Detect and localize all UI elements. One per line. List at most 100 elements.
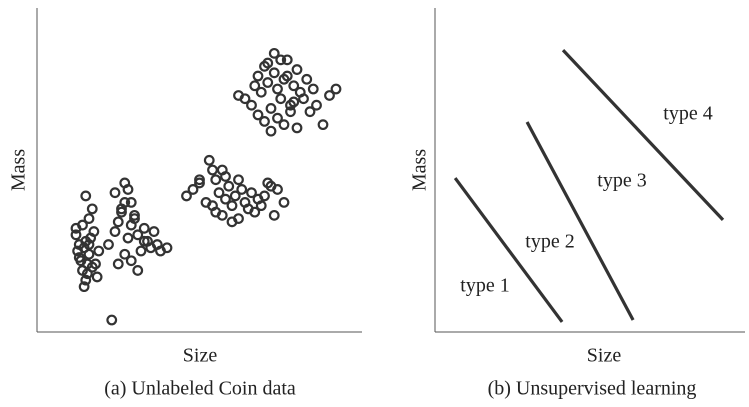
annotation: type 4 — [663, 103, 712, 125]
y-axis-label: Mass — [409, 149, 431, 191]
point — [151, 239, 163, 250]
point — [93, 245, 105, 257]
caption: (a) Unlabeled Coin data — [104, 378, 296, 400]
point — [229, 190, 241, 202]
point — [109, 226, 121, 237]
point — [119, 248, 131, 260]
point — [246, 187, 257, 199]
point — [285, 106, 296, 118]
x-axis-label: Size — [183, 345, 218, 367]
point — [125, 255, 137, 267]
point — [311, 99, 322, 111]
point — [207, 200, 218, 212]
point — [291, 122, 303, 134]
point — [116, 203, 127, 215]
point — [239, 93, 251, 105]
point — [268, 47, 280, 59]
point — [88, 226, 100, 237]
annotation: type 3 — [597, 170, 646, 192]
point — [265, 125, 277, 137]
point — [268, 209, 280, 221]
point — [210, 174, 222, 186]
point — [119, 177, 131, 189]
point — [281, 70, 293, 82]
point — [112, 258, 124, 270]
point — [109, 187, 121, 199]
point — [278, 119, 290, 131]
caption: (b) Unsupervised learning — [488, 378, 697, 400]
point — [275, 93, 287, 105]
point — [262, 57, 274, 69]
point — [80, 190, 92, 202]
point — [216, 164, 228, 176]
point — [236, 184, 248, 195]
point — [81, 258, 93, 270]
point — [259, 115, 270, 127]
boundary-line — [453, 177, 564, 323]
point — [252, 109, 264, 121]
point — [132, 229, 144, 241]
point — [83, 213, 95, 225]
point — [255, 200, 267, 212]
point — [233, 174, 244, 186]
point — [70, 229, 82, 241]
point — [161, 242, 173, 254]
point — [181, 190, 192, 202]
point — [135, 245, 147, 257]
point — [249, 80, 261, 92]
x-axis-label: Size — [587, 345, 622, 367]
point — [291, 64, 303, 75]
point — [249, 206, 261, 218]
point — [142, 235, 153, 247]
point — [268, 67, 280, 79]
point — [272, 112, 283, 124]
y-axis-label: Mass — [8, 149, 30, 191]
point — [288, 96, 300, 108]
point — [78, 281, 90, 293]
point — [83, 239, 95, 250]
point — [106, 314, 118, 326]
point — [132, 265, 144, 276]
point — [307, 83, 319, 95]
point — [103, 239, 114, 250]
point — [278, 196, 290, 208]
annotation: type 1 — [460, 275, 509, 297]
annotation: type 2 — [525, 231, 574, 253]
point — [122, 232, 134, 244]
point — [91, 271, 103, 283]
point — [138, 222, 150, 234]
point — [298, 93, 309, 105]
point — [262, 177, 274, 189]
point — [112, 216, 124, 228]
point — [129, 213, 140, 225]
point — [194, 174, 205, 186]
point — [288, 80, 300, 92]
point — [220, 193, 231, 205]
point — [281, 54, 293, 66]
boundary-line — [525, 121, 635, 321]
point — [275, 54, 287, 66]
point — [226, 200, 238, 212]
point — [330, 83, 342, 95]
point — [246, 99, 257, 111]
point — [301, 73, 313, 85]
point — [265, 103, 277, 114]
point — [259, 190, 270, 202]
point — [70, 222, 82, 234]
point — [252, 70, 264, 82]
point — [207, 164, 218, 176]
point — [272, 83, 283, 95]
point — [187, 184, 199, 195]
point — [226, 216, 238, 228]
point — [73, 252, 85, 263]
point — [148, 226, 160, 237]
point — [262, 77, 274, 88]
point — [255, 86, 267, 98]
point — [223, 180, 235, 192]
point — [304, 106, 316, 118]
point — [317, 119, 329, 131]
point — [272, 184, 283, 195]
point — [125, 196, 137, 208]
point — [203, 154, 215, 166]
point — [324, 90, 335, 101]
